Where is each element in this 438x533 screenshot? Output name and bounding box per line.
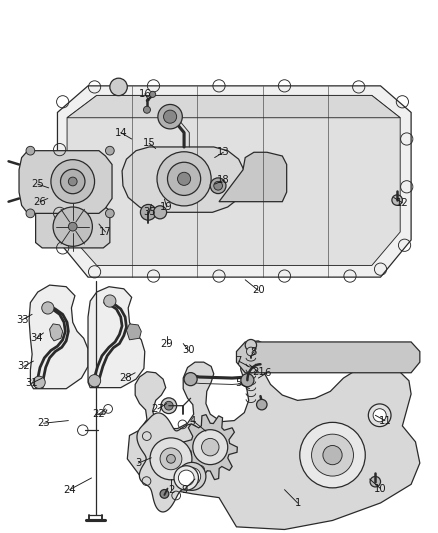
Text: 10: 10	[374, 483, 387, 494]
Circle shape	[158, 104, 182, 129]
Circle shape	[68, 222, 77, 231]
Circle shape	[104, 295, 116, 307]
Text: 32: 32	[18, 361, 30, 372]
Text: 12: 12	[396, 198, 409, 208]
Text: 24: 24	[64, 484, 76, 495]
Circle shape	[26, 209, 35, 218]
Text: 23: 23	[37, 418, 50, 428]
Circle shape	[178, 470, 194, 486]
Text: 3: 3	[135, 458, 141, 468]
Text: 25: 25	[32, 179, 44, 189]
Circle shape	[210, 178, 226, 193]
Text: 20: 20	[252, 285, 265, 295]
Circle shape	[144, 106, 150, 113]
Polygon shape	[67, 95, 400, 118]
Text: 14: 14	[114, 127, 127, 138]
Text: 26: 26	[34, 197, 46, 207]
Circle shape	[177, 172, 191, 185]
Polygon shape	[183, 415, 237, 480]
Circle shape	[193, 430, 228, 465]
Circle shape	[106, 209, 114, 218]
Polygon shape	[19, 151, 112, 213]
Text: 4: 4	[190, 416, 196, 425]
Circle shape	[178, 463, 206, 490]
Polygon shape	[35, 205, 110, 248]
Circle shape	[53, 207, 92, 246]
Text: 1: 1	[294, 498, 301, 508]
Circle shape	[245, 340, 257, 351]
Text: 15: 15	[143, 138, 155, 148]
Text: 34: 34	[30, 333, 43, 343]
Text: 7: 7	[236, 356, 242, 366]
Circle shape	[311, 434, 353, 476]
Polygon shape	[127, 341, 420, 529]
Circle shape	[247, 347, 255, 356]
Circle shape	[88, 375, 101, 387]
Circle shape	[68, 177, 77, 186]
Circle shape	[157, 152, 211, 206]
Text: 11: 11	[378, 416, 391, 425]
Circle shape	[150, 438, 192, 480]
Text: 27: 27	[152, 404, 164, 414]
Text: 9: 9	[181, 484, 187, 495]
Polygon shape	[29, 285, 88, 389]
Circle shape	[26, 146, 35, 155]
Text: 6: 6	[264, 368, 270, 378]
Polygon shape	[219, 152, 287, 201]
Circle shape	[174, 466, 198, 490]
Text: 2: 2	[168, 484, 174, 495]
Circle shape	[184, 373, 197, 386]
Circle shape	[106, 146, 114, 155]
Circle shape	[42, 302, 54, 314]
Circle shape	[110, 78, 127, 95]
Circle shape	[60, 169, 85, 193]
Text: 18: 18	[217, 175, 230, 185]
Circle shape	[183, 467, 201, 485]
Circle shape	[153, 206, 166, 219]
Circle shape	[51, 160, 95, 203]
Circle shape	[323, 446, 342, 465]
Polygon shape	[122, 147, 245, 212]
Text: 8: 8	[251, 346, 257, 357]
Circle shape	[392, 195, 403, 205]
Polygon shape	[127, 324, 141, 340]
Circle shape	[163, 110, 177, 123]
Circle shape	[167, 162, 201, 196]
Circle shape	[241, 374, 254, 387]
Polygon shape	[67, 95, 400, 265]
Text: 19: 19	[160, 202, 173, 212]
Polygon shape	[137, 413, 214, 512]
Text: 16: 16	[138, 89, 151, 99]
Text: 5: 5	[236, 378, 242, 389]
Polygon shape	[49, 324, 63, 341]
Circle shape	[166, 455, 175, 463]
Text: 29: 29	[160, 338, 173, 349]
Text: 13: 13	[217, 147, 230, 157]
Circle shape	[33, 376, 45, 389]
Text: 21: 21	[252, 367, 265, 377]
Text: 33: 33	[16, 314, 29, 325]
Text: 17: 17	[99, 227, 112, 237]
Text: 31: 31	[25, 378, 38, 389]
Polygon shape	[57, 86, 411, 277]
Circle shape	[161, 398, 177, 414]
Text: 30: 30	[182, 345, 194, 356]
Circle shape	[141, 205, 156, 220]
Text: 35: 35	[143, 207, 155, 217]
Polygon shape	[88, 287, 145, 387]
Text: 22: 22	[92, 409, 105, 419]
Circle shape	[257, 399, 267, 410]
Circle shape	[164, 401, 173, 410]
Circle shape	[160, 448, 182, 470]
Text: 28: 28	[119, 373, 131, 383]
Circle shape	[373, 409, 386, 422]
Circle shape	[201, 439, 219, 456]
Polygon shape	[237, 342, 420, 373]
Circle shape	[214, 181, 223, 190]
Circle shape	[368, 404, 391, 426]
Circle shape	[300, 422, 365, 488]
Circle shape	[160, 489, 169, 498]
Circle shape	[370, 477, 381, 487]
Circle shape	[150, 91, 155, 98]
